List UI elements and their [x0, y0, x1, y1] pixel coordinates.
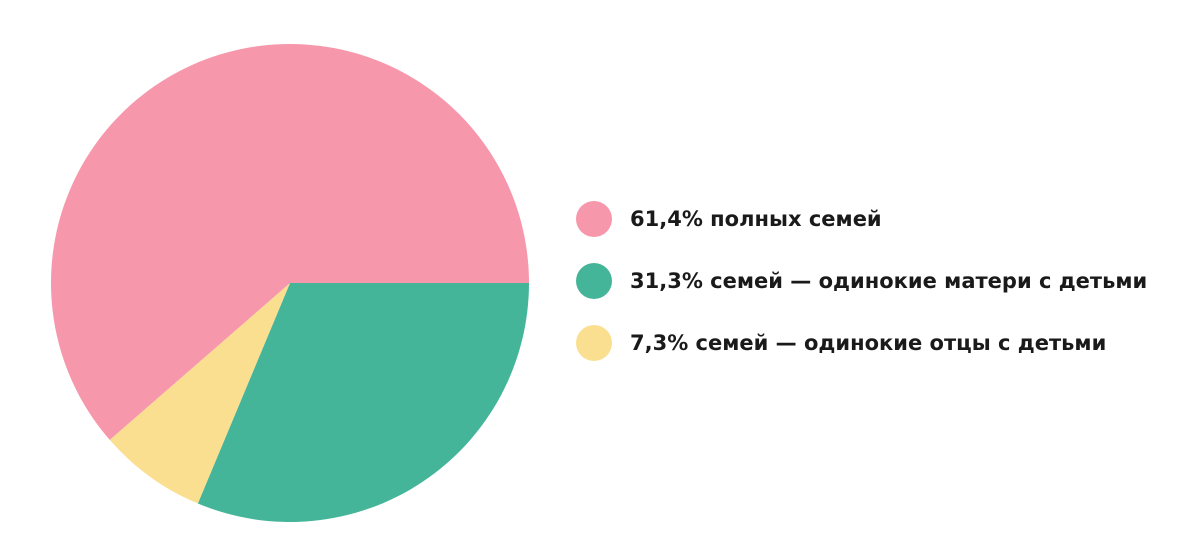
legend-label: 61,4% полных семей — [630, 207, 882, 231]
pie-slice-single-fathers — [109, 283, 290, 504]
legend-item-single-fathers: 7,3% семей — одинокие отцы с детьми — [576, 324, 1147, 362]
legend-item-single-mothers: 31,3% семей — одинокие матери с детьми — [576, 262, 1147, 300]
pie-slice-full-families — [51, 44, 529, 440]
pie-chart — [51, 44, 529, 522]
legend-label: 31,3% семей — одинокие матери с детьми — [630, 269, 1148, 293]
legend-marker — [576, 201, 612, 237]
legend-marker — [576, 263, 612, 299]
pie-slice-single-mothers — [197, 283, 529, 522]
legend-label: 7,3% семей — одинокие отцы с детьми — [630, 331, 1107, 355]
legend-item-full-families: 61,4% полных семей — [576, 200, 1147, 238]
chart-legend: 61,4% полных семей 31,3% семей — одиноки… — [576, 200, 1147, 386]
legend-marker — [576, 325, 612, 361]
